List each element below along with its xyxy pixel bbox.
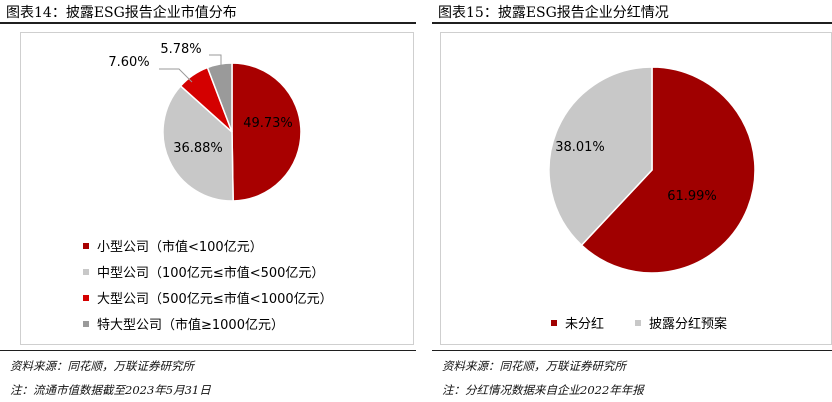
figure-14-source: 资料来源：同花顺，万联证券研究所 [10, 359, 194, 373]
legend-swatch [551, 319, 557, 326]
data-label: 5.78% [160, 42, 201, 57]
legend-item: 未分红 [551, 313, 604, 332]
legend-item: 大型公司（500亿元≤市值<1000亿元） [83, 288, 333, 307]
pie-slice [206, 62, 233, 133]
legend-item: 披露分红预案 [635, 313, 727, 332]
leader-line [209, 54, 222, 65]
bottom-rule [0, 350, 416, 351]
data-label: 49.73% [243, 116, 293, 131]
legend-label: 未分红 [565, 317, 605, 332]
chart-14-area: 49.73% 36.88% 7.60% 5.78% 小型公司（市值<100亿元） 中型公… [20, 32, 414, 345]
legend-item: 小型公司（市值<100亿元） [83, 236, 263, 255]
data-label: 61.99% [667, 189, 717, 204]
figure-15-source: 资料来源：同花顺，万联证券研究所 [442, 359, 626, 373]
legend-swatch [83, 242, 89, 249]
legend-label: 中型公司（100亿元≤市值<500亿元） [97, 266, 325, 281]
chart-15-area: 61.99% 38.01% 未分红 披露分红预案 [440, 32, 832, 345]
pie-chart-14: 49.73% 36.88% 7.60% 5.78% [108, 42, 302, 202]
legend-swatch [83, 268, 89, 275]
bottom-rule [432, 350, 832, 351]
legend-swatch [83, 294, 89, 301]
pie-slice [231, 62, 302, 202]
data-label: 7.60% [108, 55, 149, 70]
legend-label: 大型公司（500亿元≤市值<1000亿元） [97, 292, 333, 307]
pie-slice [580, 66, 756, 274]
legend-swatch [635, 319, 641, 326]
pie-slice [548, 66, 653, 247]
legend-label: 披露分红预案 [649, 317, 728, 332]
figure-14: 图表14：披露ESG报告企业市值分布 49.73% 36.88% 7.60% 5.78… [0, 5, 416, 397]
title-rule [0, 22, 416, 24]
figure-15: 图表15：披露ESG报告企业分红情况 61.99% 38.01% 未分红 披露分红预… [432, 0, 832, 402]
figure-14-title: 图表14：披露ESG报告企业市值分布 [6, 5, 237, 21]
legend-item: 特大型公司（市值≥1000亿元） [83, 314, 284, 333]
figure-15-footnote: 注：分红情况数据来自企业2022年年报 [442, 383, 644, 397]
data-label: 36.88% [173, 141, 223, 156]
leader-line [159, 68, 193, 83]
legend-swatch [83, 320, 89, 327]
legend-label: 特大型公司（市值≥1000亿元） [97, 318, 284, 333]
title-rule [432, 22, 832, 24]
pie-chart-15: 61.99% 38.01% [548, 66, 756, 274]
pie-slice [162, 84, 234, 202]
figure-14-footnote: 注：流通市值数据截至2023年5月31日 [10, 383, 211, 397]
figure-15-title: 图表15：披露ESG报告企业分红情况 [438, 5, 669, 21]
legend-item: 中型公司（100亿元≤市值<500亿元） [83, 262, 324, 281]
legend-label: 小型公司（市值<100亿元） [97, 240, 263, 255]
data-label: 38.01% [555, 140, 605, 155]
